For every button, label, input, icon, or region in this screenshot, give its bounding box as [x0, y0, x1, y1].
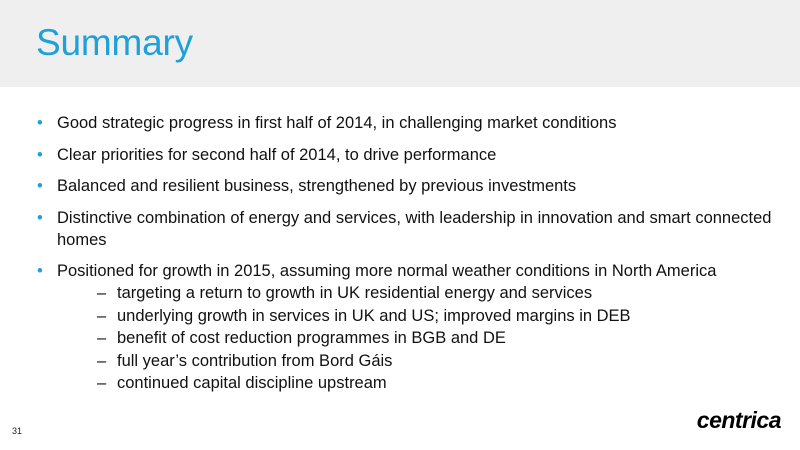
sub-bullet-text: targeting a return to growth in UK resid… — [117, 284, 593, 302]
title-band: Summary — [0, 0, 800, 87]
bullet-list: • Good strategic progress in first half … — [37, 112, 777, 404]
bullet-dot-icon: • — [37, 208, 43, 227]
bullet-dot-icon: • — [37, 262, 43, 280]
sub-bullet-item: – benefit of cost reduction programmes i… — [57, 327, 777, 350]
bullet-item: • Clear priorities for second half of 20… — [37, 144, 777, 166]
dash-icon: – — [97, 306, 107, 325]
sub-bullet-item: – underlying growth in services in UK an… — [57, 305, 777, 328]
sub-bullet-item: – continued capital discipline upstream — [57, 372, 777, 395]
bullet-dot-icon: • — [37, 114, 43, 132]
bullet-text: Good strategic progress in first half of… — [57, 114, 617, 132]
sub-bullet-text: full year’s contribution from Bord Gáis — [117, 351, 393, 370]
sub-bullet-item: – targeting a return to growth in UK res… — [57, 282, 777, 305]
bullet-item: • Good strategic progress in first half … — [37, 112, 777, 134]
sub-bullet-item: – full year’s contribution from Bord Gái… — [57, 350, 777, 373]
bullet-dot-icon: • — [37, 177, 43, 195]
sub-bullet-list: – targeting a return to growth in UK res… — [57, 282, 777, 395]
sub-bullet-text: underlying growth in services in UK and … — [117, 306, 631, 325]
bullet-item: • Positioned for growth in 2015, assumin… — [37, 260, 777, 395]
bullet-text: Clear priorities for second half of 2014… — [57, 145, 497, 164]
bullet-text: Distinctive combination of energy and se… — [57, 208, 772, 249]
centrica-logo: centrica — [696, 407, 782, 433]
bullet-text: Positioned for growth in 2015, assuming … — [57, 262, 717, 280]
bullet-dot-icon: • — [37, 145, 43, 164]
bullet-text: Balanced and resilient business, strengt… — [57, 177, 577, 195]
dash-icon: – — [97, 351, 107, 370]
page-number: 31 — [12, 426, 23, 436]
bullet-item: • Distinctive combination of energy and … — [37, 207, 777, 251]
dash-icon: – — [97, 284, 107, 302]
dash-icon: – — [97, 329, 107, 347]
sub-bullet-text: continued capital discipline upstream — [117, 374, 387, 392]
dash-icon: – — [97, 374, 107, 392]
sub-bullet-text: benefit of cost reduction programmes in … — [117, 329, 506, 347]
bullet-item: • Balanced and resilient business, stren… — [37, 175, 777, 197]
slide-title: Summary — [36, 22, 193, 63]
